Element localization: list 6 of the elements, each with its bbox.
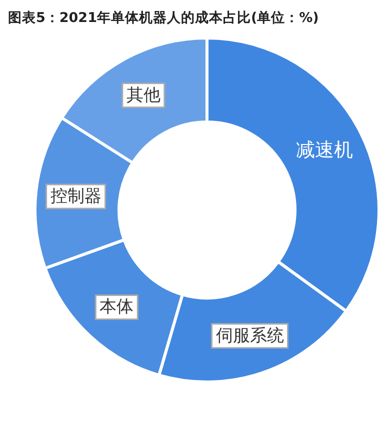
chart-title: 图表5：2021年单体机器人的成本占比(单位：%)	[8, 10, 319, 26]
slice-label: 其他	[126, 85, 160, 106]
slice-label: 控制器	[50, 186, 102, 207]
slice-label: 本体	[100, 297, 134, 318]
slice-label: 减速机	[296, 139, 354, 162]
slice-label: 伺服系统	[216, 326, 284, 346]
